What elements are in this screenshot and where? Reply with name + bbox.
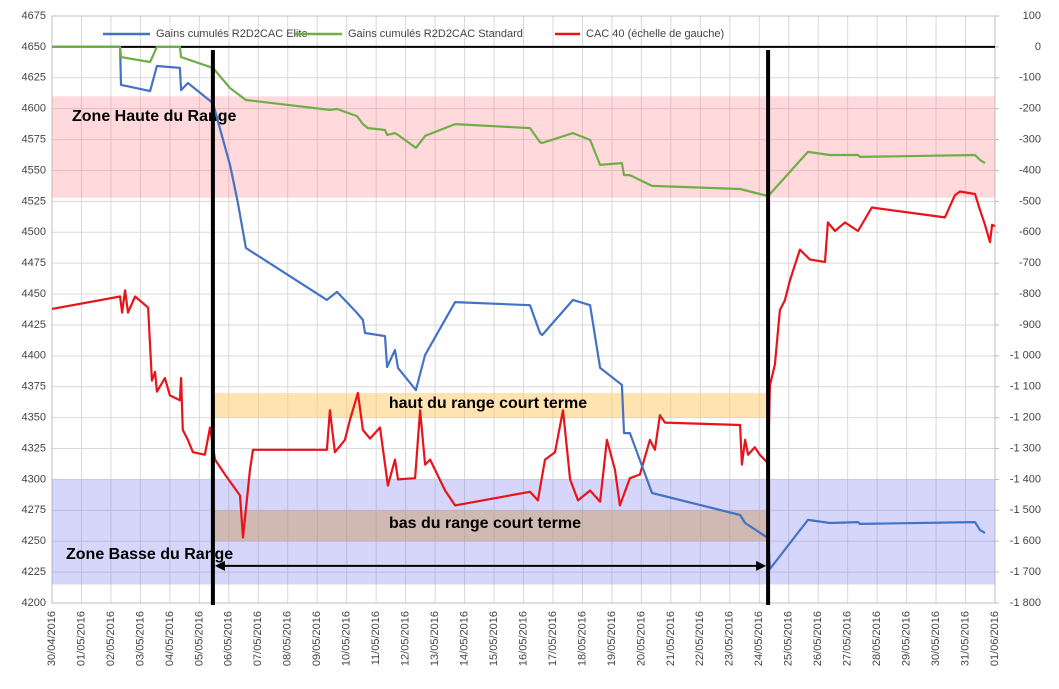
y-tick-label: 4450 (22, 288, 46, 300)
x-tick-label: 27/05/2016 (842, 611, 854, 666)
x-tick-label: 17/05/2016 (547, 611, 559, 666)
x-tick-label: 30/05/2016 (930, 611, 942, 666)
x-tick-label: 22/05/2016 (694, 611, 706, 666)
y-tick-label: 4625 (22, 72, 46, 84)
x-tick-label: 03/05/2016 (134, 611, 146, 666)
y-tick-label: 4550 (22, 164, 46, 176)
x-tick-label: 25/05/2016 (783, 611, 795, 666)
y-tick-label: 4200 (22, 597, 46, 609)
x-tick-label: 13/05/2016 (429, 611, 441, 666)
x-tick-label: 06/05/2016 (223, 611, 235, 666)
x-tick-label: 08/05/2016 (282, 611, 294, 666)
x-tick-label: 09/05/2016 (311, 611, 323, 666)
y2-tick-label: -500 (1019, 195, 1041, 207)
x-tick-label: 01/06/2016 (989, 611, 1001, 666)
y2-tick-label: -800 (1019, 288, 1041, 300)
arrow-head (214, 560, 225, 571)
x-tick-label: 14/05/2016 (458, 611, 470, 666)
y2-tick-label: -1 300 (1010, 442, 1041, 454)
x-tick-label: 20/05/2016 (635, 611, 647, 666)
series-line (52, 45, 986, 198)
y-tick-label: 4675 (22, 10, 46, 22)
y-tick-label: 4325 (22, 442, 46, 454)
y-tick-label: 4250 (22, 535, 46, 547)
x-tick-label: 31/05/2016 (959, 611, 971, 666)
x-tick-label: 11/05/2016 (370, 611, 382, 665)
y2-tick-label: -1 800 (1010, 597, 1041, 609)
y-tick-label: 4525 (22, 195, 46, 207)
legend-label: Gains cumulés R2D2CAC Standard (348, 28, 523, 40)
y2-tick-label: -1 400 (1010, 473, 1041, 485)
x-tick-label: 05/05/2016 (193, 611, 205, 666)
x-tick-label: 10/05/2016 (341, 611, 353, 666)
x-tick-label: 24/05/2016 (753, 611, 765, 666)
x-tick-label: 16/05/2016 (517, 611, 529, 666)
x-tick-label: 19/05/2016 (606, 611, 618, 666)
y2-tick-label: -1 100 (1010, 381, 1041, 393)
y2-tick-label: -1 600 (1010, 535, 1041, 547)
y2-tick-label: -700 (1019, 257, 1041, 269)
y-tick-label: 4600 (22, 103, 46, 115)
band-label: bas du range court terme (389, 515, 581, 532)
y2-tick-label: -600 (1019, 226, 1041, 238)
y2-tick-label: 0 (1035, 41, 1041, 53)
y-tick-label: 4475 (22, 257, 46, 269)
x-tick-label: 29/05/2016 (901, 611, 913, 666)
x-tick-label: 04/05/2016 (164, 611, 176, 666)
y-tick-label: 4350 (22, 412, 46, 424)
x-tick-label: 01/05/2016 (75, 611, 87, 666)
series-line (51, 190, 996, 539)
y2-tick-label: -200 (1019, 103, 1041, 115)
y2-tick-label: -1 000 (1010, 350, 1041, 362)
y2-tick-label: -100 (1019, 72, 1041, 84)
y-tick-label: 4300 (22, 473, 46, 485)
y-tick-label: 4225 (22, 566, 46, 578)
y2-tick-label: -1 500 (1010, 504, 1041, 516)
y-tick-label: 4575 (22, 133, 46, 145)
band-label: Zone Haute du Range (72, 108, 237, 125)
y2-tick-label: -400 (1019, 164, 1041, 176)
y2-tick-label: -900 (1019, 319, 1041, 331)
band-label: haut du range court terme (389, 395, 587, 412)
legend-label: Gains cumulés R2D2CAC Elite (156, 28, 308, 40)
x-tick-label: 26/05/2016 (812, 611, 824, 666)
range-band (212, 392, 769, 418)
x-tick-label: 15/05/2016 (488, 611, 500, 666)
y-tick-label: 4425 (22, 319, 46, 331)
x-tick-label: 12/05/2016 (400, 611, 412, 666)
y-tick-label: 4500 (22, 226, 46, 238)
legend-label: CAC 40 (échelle de gauche) (586, 28, 724, 40)
range-band (52, 96, 995, 198)
x-tick-label: 21/05/2016 (665, 611, 677, 666)
range-band (52, 479, 995, 585)
y-tick-label: 4400 (22, 350, 46, 362)
x-tick-label: 28/05/2016 (871, 611, 883, 666)
y2-tick-label: -1 200 (1010, 412, 1041, 424)
x-tick-label: 30/04/2016 (46, 611, 58, 666)
band-label: Zone Basse du Range (66, 546, 233, 563)
y2-tick-label: 100 (1023, 10, 1041, 22)
y2-tick-label: -300 (1019, 133, 1041, 145)
y-tick-label: 4275 (22, 504, 46, 516)
arrow-head (756, 560, 767, 571)
plot-frame (51, 15, 996, 604)
range-band (212, 510, 769, 542)
x-tick-label: 07/05/2016 (252, 611, 264, 666)
x-tick-label: 02/05/2016 (105, 611, 117, 666)
y-tick-label: 4650 (22, 41, 46, 53)
x-tick-label: 23/05/2016 (724, 611, 736, 666)
y2-tick-label: -1 700 (1010, 566, 1041, 578)
y-tick-label: 4375 (22, 381, 46, 393)
x-tick-label: 18/05/2016 (576, 611, 588, 666)
